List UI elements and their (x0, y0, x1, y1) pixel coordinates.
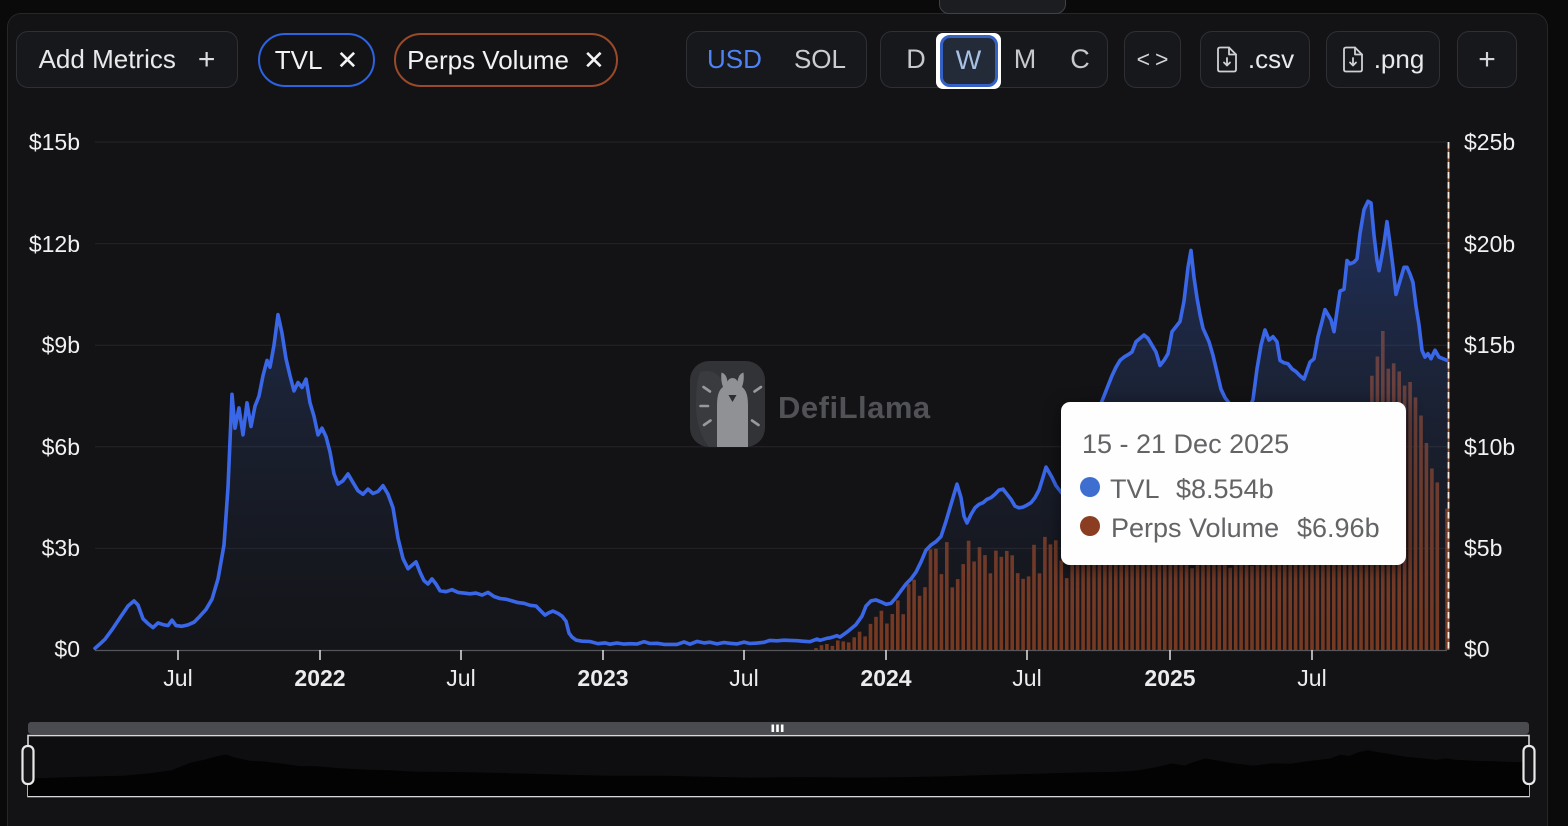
svg-text:$9b: $9b (42, 332, 80, 358)
svg-text:$0: $0 (54, 636, 80, 662)
svg-text:$15b: $15b (29, 129, 80, 155)
svg-text:$0: $0 (1464, 636, 1490, 662)
svg-text:$5b: $5b (1464, 535, 1502, 561)
svg-text:Jul: Jul (446, 665, 475, 691)
svg-text:2024: 2024 (860, 665, 911, 691)
svg-text:DefiLlama: DefiLlama (778, 390, 931, 425)
svg-text:$12b: $12b (29, 231, 80, 257)
svg-text:Jul: Jul (1297, 665, 1326, 691)
svg-text:$6b: $6b (42, 434, 80, 460)
svg-text:$10b: $10b (1464, 434, 1515, 460)
svg-text:2025: 2025 (1144, 665, 1195, 691)
svg-text:$20b: $20b (1464, 231, 1515, 257)
svg-text:Jul: Jul (163, 665, 192, 691)
svg-text:$25b: $25b (1464, 129, 1515, 155)
svg-text:Jul: Jul (729, 665, 758, 691)
svg-text:Jul: Jul (1012, 665, 1041, 691)
svg-text:2022: 2022 (294, 665, 345, 691)
svg-text:2023: 2023 (577, 665, 628, 691)
svg-text:$3b: $3b (42, 535, 80, 561)
svg-text:$15b: $15b (1464, 332, 1515, 358)
